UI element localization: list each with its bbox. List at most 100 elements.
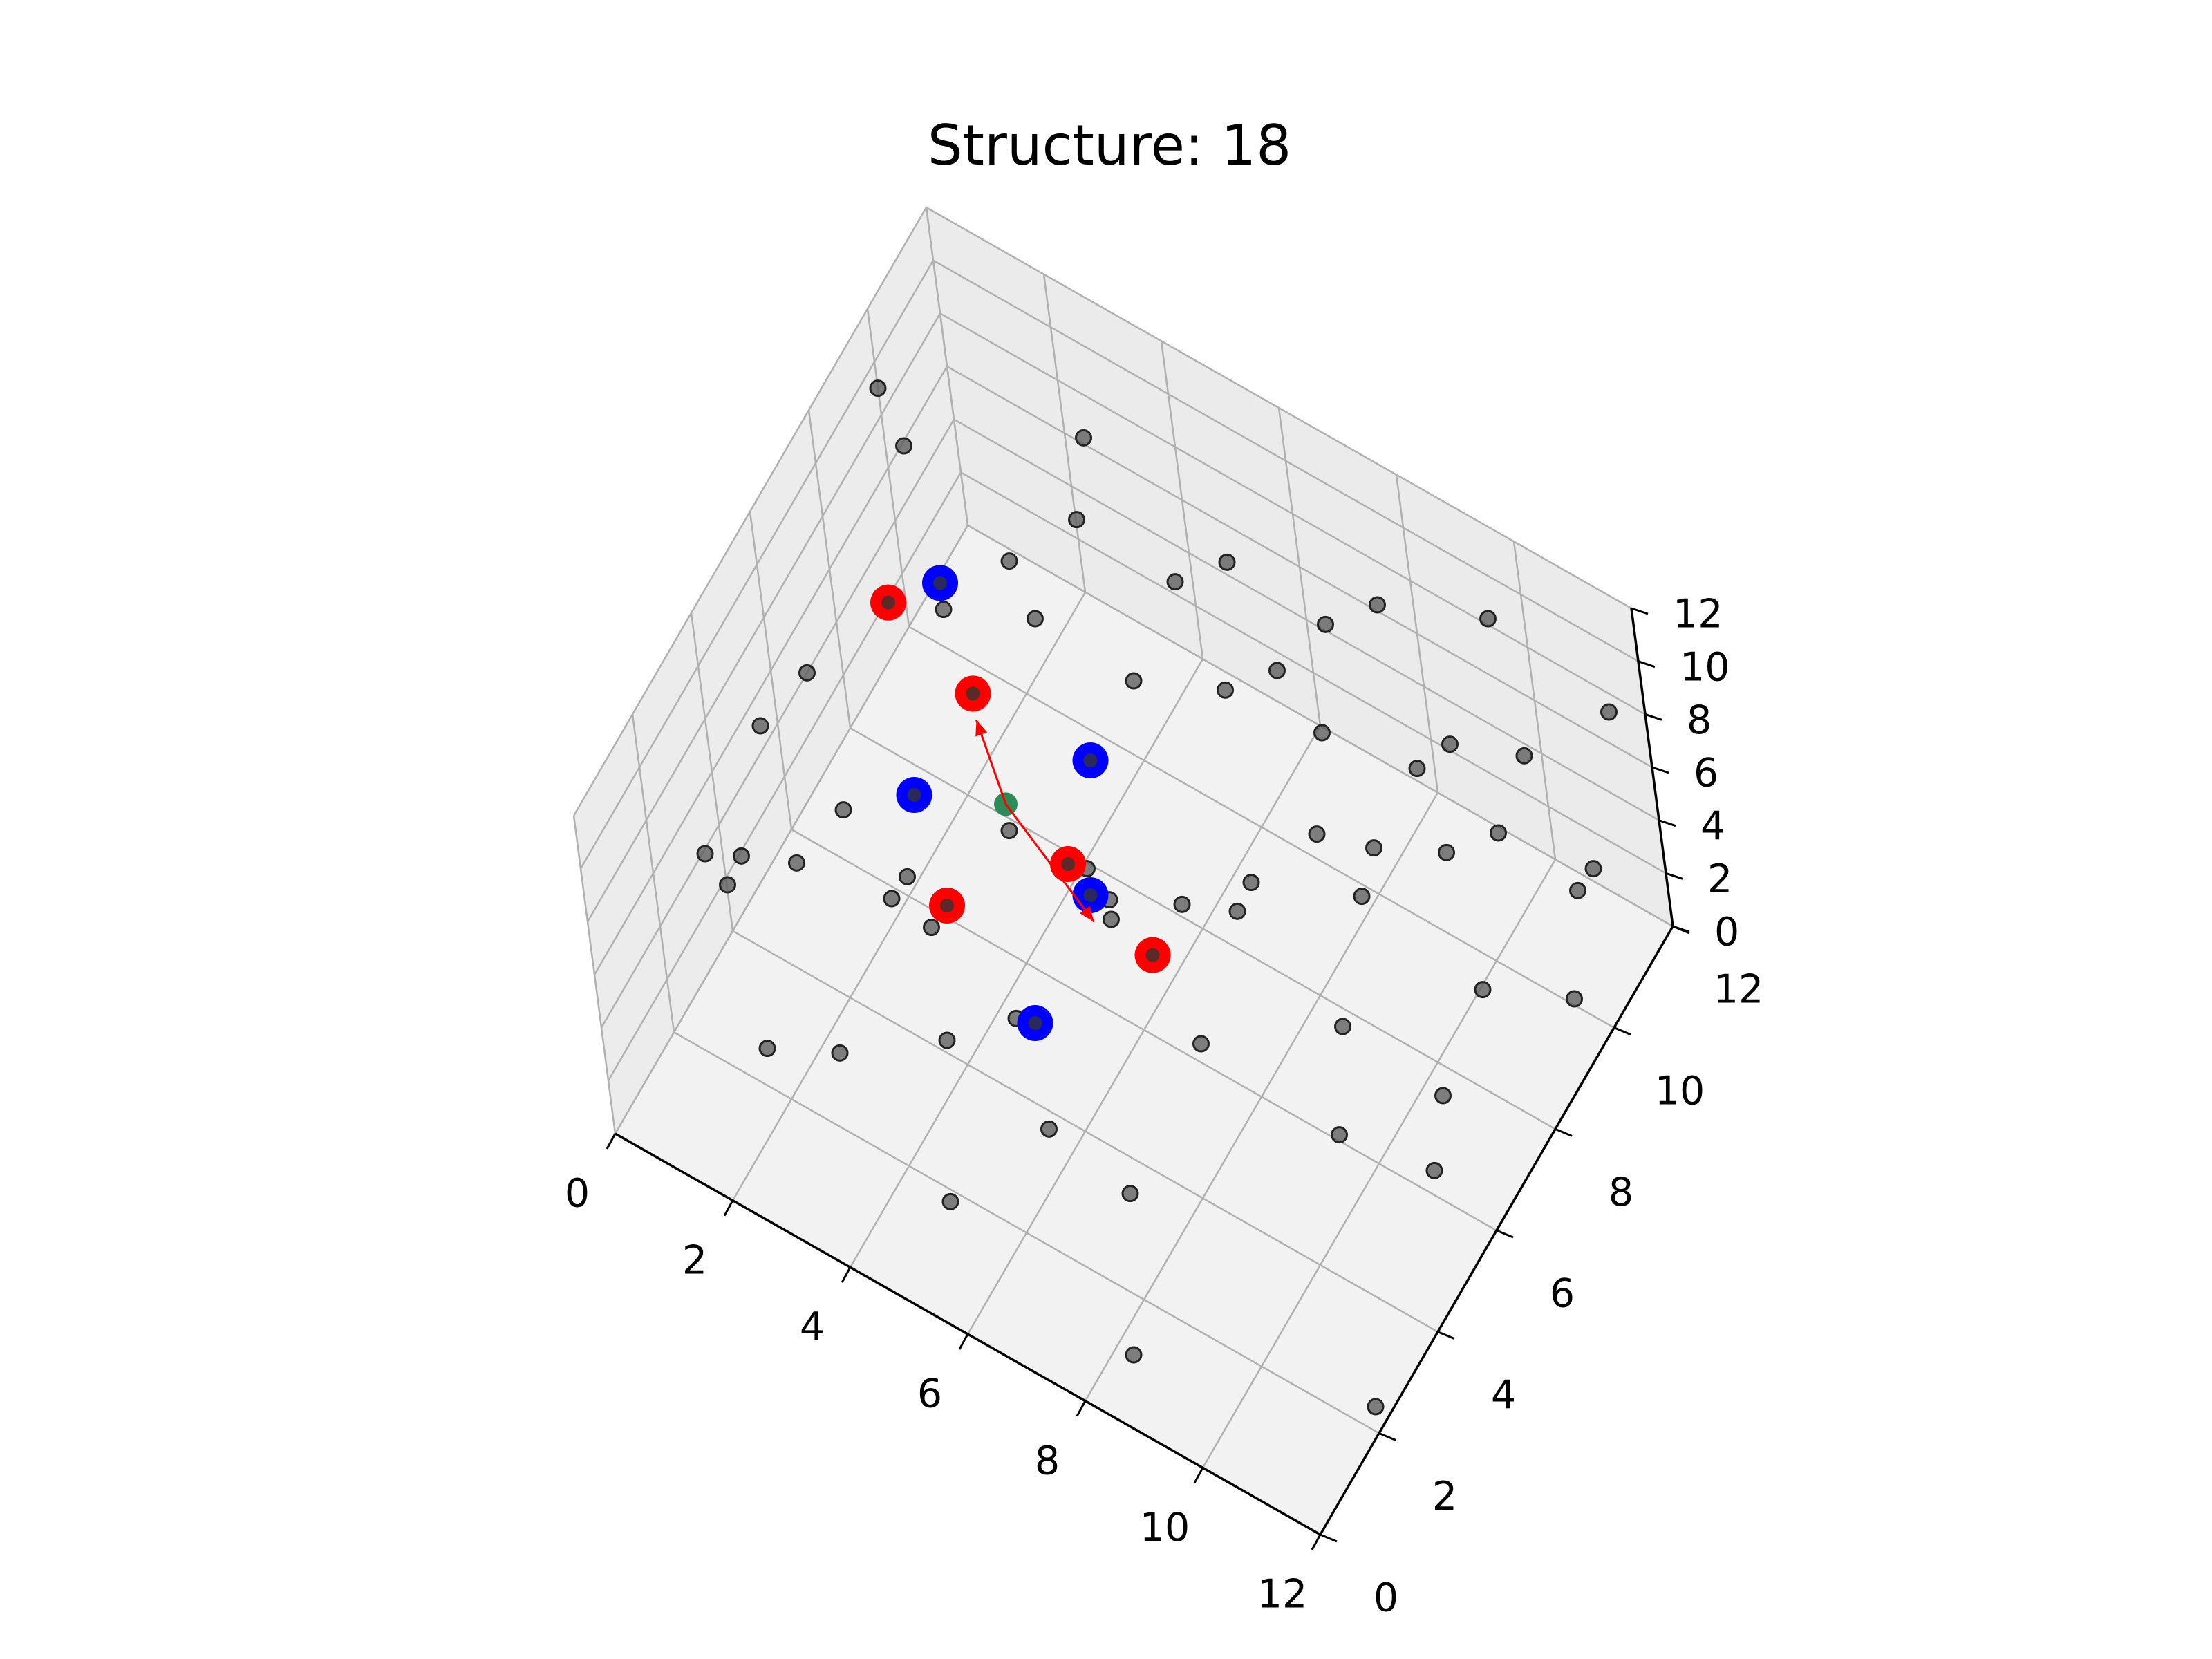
gray-point <box>1600 703 1618 721</box>
grid-line <box>791 828 1497 1232</box>
gray-point <box>1068 511 1085 529</box>
gray-point <box>1479 610 1497 628</box>
y-tick-mark <box>1555 1127 1573 1137</box>
grid-line <box>932 259 1639 662</box>
grid-line <box>586 312 941 922</box>
gray-point <box>1192 1035 1210 1053</box>
y-tick-mark <box>1437 1331 1455 1340</box>
gray-point <box>938 1031 956 1049</box>
x-tick-mark <box>1076 1400 1087 1417</box>
gray-point <box>1000 552 1018 570</box>
y-tick-mark <box>1613 1027 1631 1036</box>
grid-line <box>939 312 1646 715</box>
blue-point-core <box>1083 753 1098 767</box>
x-tick-mark <box>723 1199 734 1217</box>
gray-point <box>696 845 714 863</box>
gray-point <box>1569 881 1586 899</box>
z-tick-label: 2 <box>1707 856 1732 902</box>
gray-point <box>1075 429 1092 447</box>
z-tick-mark <box>1638 660 1656 668</box>
z-tick-label: 6 <box>1694 751 1718 796</box>
z-tick-mark <box>1651 766 1669 774</box>
gray-point <box>1313 724 1331 742</box>
red-point-core <box>1061 857 1075 871</box>
x-tick-mark <box>1193 1467 1204 1484</box>
z-tick-mark <box>1631 607 1649 615</box>
grid-line <box>953 418 1660 821</box>
grid-line <box>908 626 1615 1029</box>
gray-point <box>895 437 912 455</box>
gray-point <box>1308 825 1326 843</box>
gray-point <box>1441 735 1459 753</box>
gray-point <box>1217 681 1234 699</box>
grid-line <box>614 525 969 1134</box>
gray-point <box>1566 990 1583 1008</box>
gray-point <box>1434 1087 1452 1105</box>
gray-point <box>1353 888 1371 906</box>
chart-title: Structure: 18 <box>928 113 1291 178</box>
z-tick-label: 0 <box>1714 910 1739 955</box>
grid-line <box>572 207 928 816</box>
vector-arrow <box>1004 803 1095 923</box>
y-tick-label: 6 <box>1550 1271 1575 1317</box>
gray-point <box>1218 553 1236 571</box>
x-tick-label: 10 <box>1140 1505 1190 1550</box>
grid-line <box>850 727 1556 1130</box>
y-tick-label: 12 <box>1714 967 1764 1013</box>
gray-point <box>751 717 769 735</box>
gray-point <box>1173 895 1191 913</box>
gray-point <box>1367 1398 1385 1416</box>
blue-point-core <box>1028 1016 1042 1030</box>
red-point-core <box>966 686 980 701</box>
grid-line <box>926 206 1632 610</box>
gray-point <box>923 919 940 937</box>
z-tick-label: 12 <box>1673 592 1723 637</box>
x-tick-label: 8 <box>1035 1438 1060 1483</box>
z-tick-mark <box>1644 713 1662 721</box>
gray-point <box>1408 760 1426 778</box>
y-tick-mark <box>1496 1229 1514 1239</box>
y-tick-label: 8 <box>1609 1170 1633 1215</box>
gray-point <box>1490 824 1507 842</box>
y-tick-mark <box>1320 1533 1338 1543</box>
x-tick-label: 4 <box>800 1304 825 1350</box>
grid-line <box>946 365 1653 769</box>
gray-point <box>941 1192 959 1210</box>
grid-line <box>607 471 962 1081</box>
z-tick-mark <box>1658 819 1676 827</box>
gray-point <box>1166 573 1184 591</box>
gray-point <box>788 854 805 872</box>
blue-point-core <box>1083 888 1098 902</box>
data-points <box>696 379 1618 1416</box>
gray-point <box>1121 1185 1139 1203</box>
y-tick-label: 4 <box>1491 1372 1516 1418</box>
gray-point <box>1125 1346 1143 1364</box>
x-tick-label: 12 <box>1257 1572 1308 1618</box>
grid-line <box>673 1031 1380 1434</box>
z-tick-label: 4 <box>1700 803 1725 849</box>
gray-point <box>1515 747 1533 765</box>
gray-point <box>798 664 816 682</box>
gray-point <box>1027 610 1044 628</box>
gray-point <box>758 1040 776 1058</box>
gray-point <box>719 876 736 894</box>
gray-point <box>935 601 953 619</box>
gray-point <box>1000 822 1018 840</box>
x-tick-label: 0 <box>565 1171 590 1217</box>
grid-line <box>579 260 935 870</box>
blue-point-core <box>933 576 947 590</box>
gray-point <box>1125 672 1143 690</box>
gray-point <box>1474 981 1492 999</box>
z-tick-label: 10 <box>1680 644 1730 690</box>
grid-line <box>593 366 948 975</box>
gray-point <box>1331 1126 1348 1144</box>
x-tick-label: 2 <box>682 1237 707 1283</box>
gray-point <box>1584 860 1602 878</box>
y-tick-label: 0 <box>1374 1575 1398 1621</box>
red-point-core <box>881 595 895 610</box>
x-tick-mark <box>1311 1534 1322 1550</box>
x-tick-mark <box>606 1133 617 1150</box>
gray-point <box>883 890 901 908</box>
z-tick-mark <box>1672 925 1690 933</box>
vector-arrowhead <box>1080 906 1094 922</box>
